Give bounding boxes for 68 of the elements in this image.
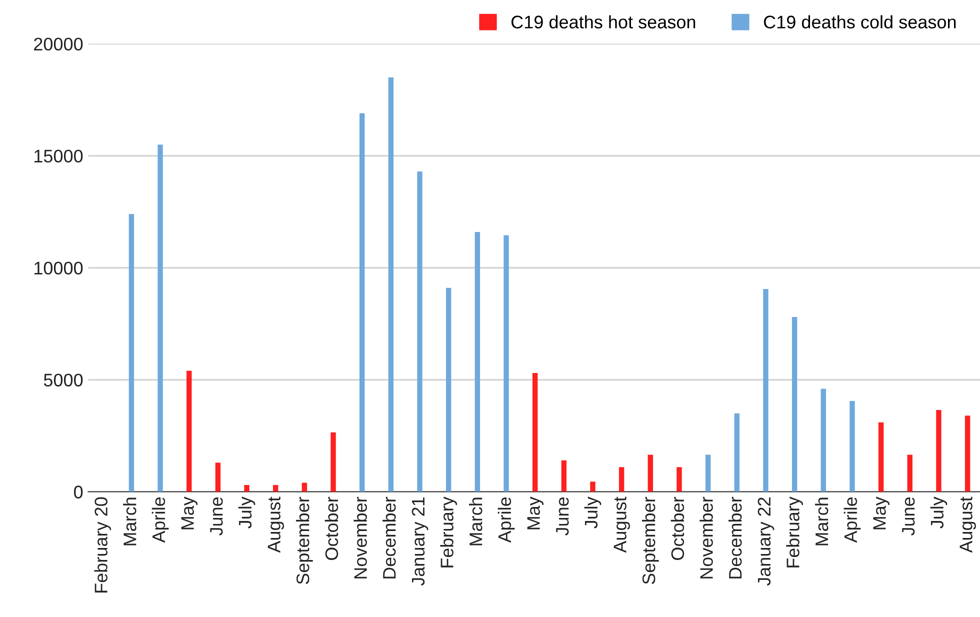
x-tick-label: June <box>902 497 915 536</box>
bar <box>504 235 509 492</box>
bar <box>618 467 624 492</box>
x-tick-label: December <box>728 496 742 578</box>
bar <box>705 454 711 492</box>
x-tick-label: May <box>527 496 544 530</box>
bar <box>676 467 682 492</box>
x-tick-label: November <box>700 496 713 578</box>
x-tick-label: September <box>642 496 659 584</box>
bar <box>850 401 855 492</box>
bar <box>648 454 653 492</box>
bar <box>273 485 278 492</box>
x-tick-label: June <box>556 497 569 536</box>
legend-label: C19 deaths cold season <box>764 15 956 28</box>
bar <box>417 171 422 492</box>
bar <box>561 460 567 492</box>
x-tick-label: Aprile <box>844 497 861 543</box>
bar <box>158 144 163 492</box>
x-tick-label: July <box>238 496 256 528</box>
x-tick-label: February <box>786 496 803 568</box>
bar <box>936 410 942 492</box>
y-tick-label: 5000 <box>44 374 83 386</box>
x-tick-label: October <box>670 496 684 560</box>
bar <box>215 462 221 492</box>
x-tick-label: July <box>584 496 602 528</box>
bar <box>532 373 538 492</box>
x-tick-label: May <box>181 496 198 530</box>
x-tick-label: December <box>382 496 396 578</box>
x-tick-label: March <box>469 498 482 546</box>
x-tick-label: February 20 <box>94 497 112 592</box>
x-tick-label: March <box>814 498 828 546</box>
bar <box>590 482 596 492</box>
bar <box>388 77 394 492</box>
y-tick-label: 15000 <box>34 150 83 163</box>
bar <box>186 370 192 492</box>
x-tick-label: June <box>210 497 223 536</box>
bar <box>302 482 308 492</box>
x-tick-label: October <box>324 496 338 560</box>
x-tick-label: August <box>960 496 976 553</box>
bar <box>820 388 826 492</box>
x-tick-label: August <box>268 496 284 553</box>
x-tick-label: May <box>873 496 890 530</box>
bar <box>244 485 250 492</box>
bar <box>446 288 452 492</box>
x-tick-label: August <box>614 496 630 553</box>
x-tick-label: March <box>123 498 136 546</box>
bar <box>792 317 798 492</box>
bar <box>763 289 768 492</box>
x-tick-label: February <box>440 496 458 568</box>
bar <box>964 416 970 492</box>
x-tick-label: January 22 <box>758 498 774 586</box>
bar <box>474 232 480 492</box>
bar <box>360 113 365 492</box>
x-tick-label: Aprile <box>498 497 515 543</box>
y-tick-label: 10000 <box>34 262 83 274</box>
bar <box>878 422 884 492</box>
y-tick-label: 0 <box>74 486 83 498</box>
x-tick-label: July <box>930 496 948 528</box>
x-tick-label: Aprile <box>152 497 169 543</box>
x-tick-label: January 21 <box>412 497 428 586</box>
bar <box>330 432 336 492</box>
legend-label: C19 deaths hot season <box>511 15 696 28</box>
bar <box>734 413 740 492</box>
bar <box>907 454 912 492</box>
bar <box>128 214 134 492</box>
x-tick-label: September <box>296 496 313 584</box>
y-tick-label: 20000 <box>34 38 83 51</box>
x-tick-label: November <box>354 496 367 578</box>
